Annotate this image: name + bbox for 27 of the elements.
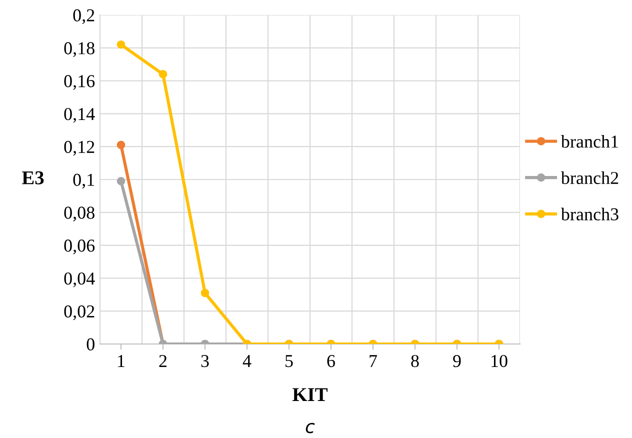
y-tick-label: 0,16 [64,75,95,90]
x-tick-label: 5 [286,355,293,368]
y-tick-label: 0,2 [73,9,94,24]
x-tick-label: 8 [411,354,419,368]
y-tick-label: 0,04 [64,272,95,288]
x-axis-title: KIT [292,388,328,401]
x-tick-label: 10 [492,354,508,368]
legend-label: branch1 [560,135,618,148]
x-tick-label: 9 [453,354,461,368]
x-tick-label: 1 [118,355,124,367]
y-tick-label: 0,12 [64,140,94,156]
x-tick-label: 3 [201,354,209,368]
x-tick-label: 7 [370,355,377,367]
y-axis-title: E3 [22,171,44,184]
x-tick-label: 6 [327,354,335,368]
legend-label: branch3 [560,208,618,220]
text: c [306,422,315,434]
y-tick-label: 0,1 [73,174,94,189]
y-tick-label: 0,18 [64,42,94,57]
y-tick-label: 0,08 [64,206,94,222]
y-tick-label: 0,02 [64,305,94,320]
y-tick-label: 0 [86,338,94,350]
x-tick-label: 2 [159,354,167,367]
y-tick-label: 0,14 [64,108,95,123]
x-tick-label: 4 [242,355,252,367]
legend-label: branch2 [560,171,618,184]
y-tick-label: 0,06 [64,240,95,254]
